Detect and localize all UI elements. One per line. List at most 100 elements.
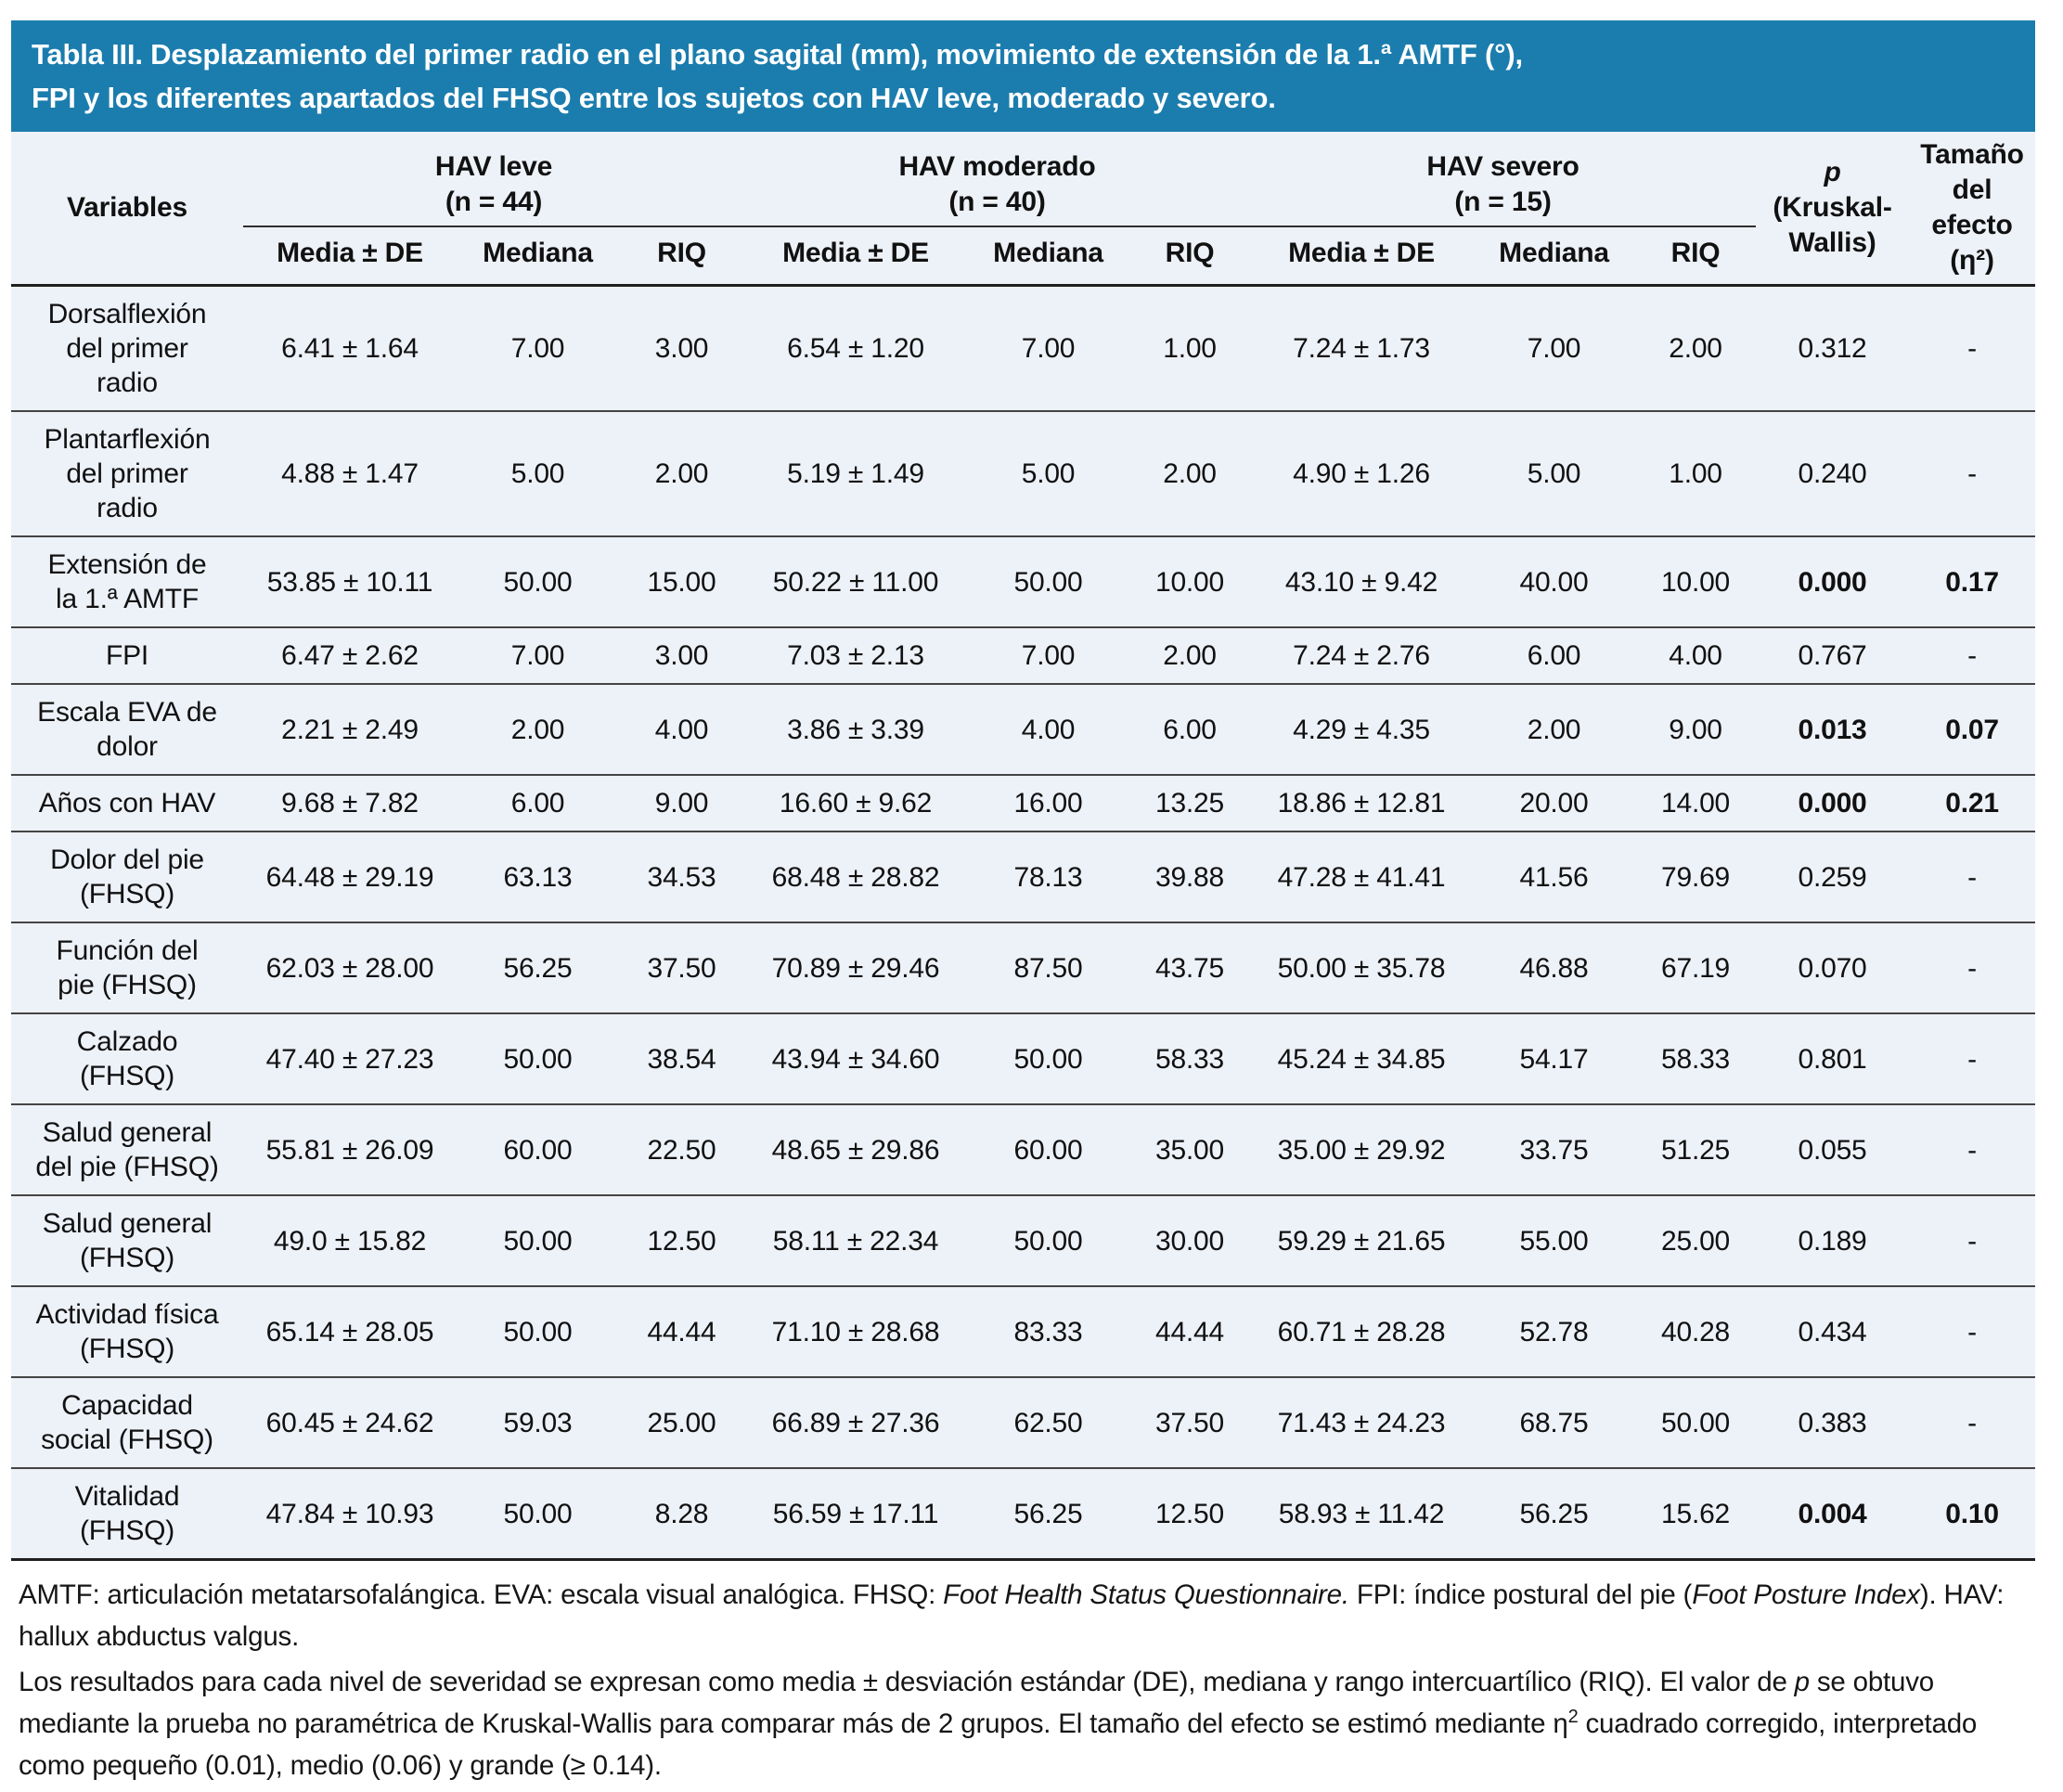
group-name: HAV leve (434, 150, 553, 182)
cell-value: 54.17 (1473, 1012, 1635, 1104)
cell-value: 3.00 (619, 626, 744, 684)
cell-value: 25.00 (1635, 1194, 1757, 1286)
cell-value: 16.00 (967, 774, 1129, 832)
results-table: Variables HAV leve (n = 44) HAV moderado… (11, 132, 2036, 1561)
p-symbol: p (1824, 157, 1841, 187)
cell-p-value: 0.259 (1756, 831, 1910, 922)
cell-p-value: 0.240 (1756, 410, 1910, 536)
group-sample-size: (n = 44) (445, 186, 543, 217)
cell-value: 70.89 ± 29.46 (744, 922, 967, 1013)
cell-p-value: 0.189 (1756, 1194, 1910, 1286)
cell-p-value: 0.070 (1756, 922, 1910, 1013)
cell-value: 20.00 (1473, 774, 1635, 832)
cell-value: 50.00 (457, 1467, 619, 1561)
cell-value: 13.25 (1129, 774, 1250, 832)
cell-value: 64.48 ± 29.19 (243, 831, 457, 922)
cell-value: 51.25 (1635, 1103, 1757, 1195)
cell-value: 7.00 (967, 626, 1129, 684)
cell-value: 2.21 ± 2.49 (243, 683, 457, 775)
subheader-mediana: Mediana (457, 226, 619, 288)
cell-value: 25.00 (619, 1376, 744, 1468)
cell-value: 50.00 (967, 535, 1129, 627)
cell-p-value: 0.767 (1756, 626, 1910, 684)
cell-value: 52.78 (1473, 1285, 1635, 1377)
table-row: Años con HAV 9.68 ± 7.82 6.00 9.00 16.60 ± 9… (11, 774, 2036, 832)
table-row: Capacidad social (FHSQ) 60.45 ± 24.62 59.0… (11, 1376, 2036, 1468)
cell-value: 60.00 (457, 1103, 619, 1195)
cell-p-value: 0.055 (1756, 1103, 1910, 1195)
cell-effect-size: - (1909, 626, 2036, 684)
cell-value: 40.28 (1635, 1285, 1757, 1377)
cell-effect-size: 0.17 (1909, 535, 2036, 627)
cell-value: 18.86 ± 12.81 (1250, 774, 1473, 832)
cell-value: 41.56 (1473, 831, 1635, 922)
cell-value: 59.29 ± 21.65 (1250, 1194, 1473, 1286)
group-name: HAV moderado (898, 150, 1096, 182)
cell-value: 56.25 (967, 1467, 1129, 1561)
subheader-riq: RIQ (1635, 226, 1757, 288)
cell-value: 7.00 (457, 626, 619, 684)
table-sheet: Tabla III. Desplazamiento del primer rad… (11, 0, 2036, 1786)
cell-value: 1.00 (1163, 333, 1217, 364)
p-test-name: (Kruskal-Wallis) (1773, 192, 1892, 258)
cell-value: 44.44 (619, 1285, 744, 1377)
cell-value: 67.19 (1635, 922, 1757, 1013)
cell-value: 10.00 (1635, 535, 1757, 627)
cell-value: 6.00 (1129, 683, 1250, 775)
cell-value: 47.28 ± 41.41 (1250, 831, 1473, 922)
cell-value: 3.00 (654, 333, 709, 364)
cell-value: 58.33 (1635, 1012, 1757, 1104)
cell-value: 2.00 (1129, 626, 1250, 684)
row-variable-label: Dorsalflexión del primer radio (47, 299, 207, 398)
cell-effect-size: - (1909, 831, 2036, 922)
table-row: FPI 6.47 ± 2.62 7.00 3.00 7.03 ± 2.13 7.00 2.0… (11, 626, 2036, 684)
cell-value: 5.19 ± 1.49 (744, 410, 967, 536)
cell-p-value: 0.000 (1756, 535, 1910, 627)
cell-value: 33.75 (1473, 1103, 1635, 1195)
cell-p-value: 0.013 (1756, 683, 1910, 775)
footnote-methods: Los resultados para cada nivel de severi… (19, 1667, 1978, 1781)
cell-value: 35.00 (1129, 1103, 1250, 1195)
table-title: Tabla III. Desplazamiento del primer rad… (32, 38, 1523, 114)
row-variable-label: Calzado (FHSQ) (11, 1012, 243, 1104)
cell-value: 7.00 (510, 333, 565, 364)
cell-value: 35.00 ± 29.92 (1250, 1103, 1473, 1195)
row-variable-label: Salud general (FHSQ) (11, 1194, 243, 1286)
cell-value: 12.50 (1129, 1467, 1250, 1561)
row-variable-label: Extensión de la 1.ª AMTF (11, 535, 243, 627)
cell-value: 78.13 (967, 831, 1129, 922)
cell-value: 50.00 ± 35.78 (1250, 922, 1473, 1013)
cell-value: 9.00 (1635, 683, 1757, 775)
row-variable-label: Vitalidad (FHSQ) (11, 1467, 243, 1561)
cell-value: 6.54 ± 1.20 (787, 333, 924, 364)
cell-value: 53.85 ± 10.11 (243, 535, 457, 627)
cell-value: 6.41 ± 1.64 (281, 333, 419, 364)
row-variable-label: Actividad física (FHSQ) (11, 1285, 243, 1377)
cell-p-value: 0.004 (1756, 1467, 1910, 1561)
table-row: Vitalidad (FHSQ) 47.84 ± 10.93 50.00 8.28 56… (11, 1467, 2036, 1561)
cell-value: 66.89 ± 27.36 (744, 1376, 967, 1468)
cell-value: 5.00 (1473, 410, 1635, 536)
cell-value: 60.00 (967, 1103, 1129, 1195)
cell-value: 2.00 (619, 410, 744, 536)
cell-effect-size: 0.07 (1909, 683, 2036, 775)
table-row: Dolor del pie (FHSQ) 64.48 ± 29.19 63.13 34… (11, 831, 2036, 922)
cell-value: 56.25 (457, 922, 619, 1013)
cell-effect-size: - (1909, 1012, 2036, 1104)
group-sample-size: (n = 40) (948, 186, 1046, 217)
cell-value: 55.00 (1473, 1194, 1635, 1286)
subheader-riq: RIQ (619, 226, 744, 288)
cell-value: 15.00 (619, 535, 744, 627)
cell-value: 68.48 ± 28.82 (744, 831, 967, 922)
footnotes: AMTF: articulación metatarsofalángica. E… (11, 1574, 2035, 1786)
cell-value: 12.50 (619, 1194, 744, 1286)
cell-value: 6.00 (1473, 626, 1635, 684)
subheader-mediana: Mediana (967, 226, 1129, 288)
table-row: Salud general del pie (FHSQ) 55.81 ± 26.0… (11, 1103, 2036, 1195)
subheader-media-de: Media ± DE (243, 226, 457, 288)
cell-value: 50.00 (457, 1012, 619, 1104)
cell-value: 2.00 (1473, 683, 1635, 775)
row-variable-label: Capacidad social (FHSQ) (11, 1376, 243, 1468)
cell-value: 7.03 ± 2.13 (744, 626, 967, 684)
cell-effect-size: - (1909, 1103, 2036, 1195)
